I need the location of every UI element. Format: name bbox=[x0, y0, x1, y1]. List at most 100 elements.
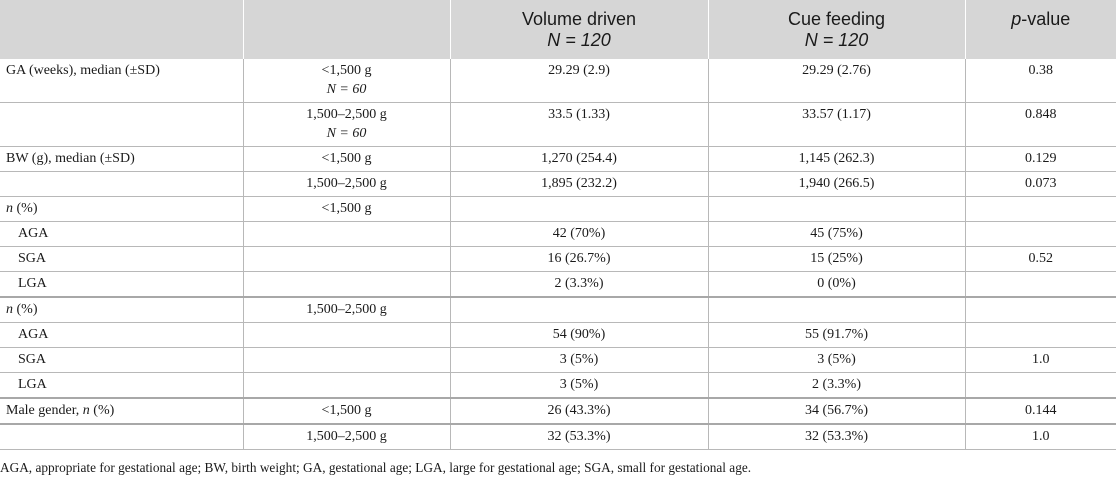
table-row: Male gender, n (%) <1,500 g 26 (43.3%) 3… bbox=[0, 398, 1116, 425]
table-row: LGA 3 (5%) 2 (3.3%) bbox=[0, 372, 1116, 399]
weight-group bbox=[243, 347, 451, 373]
cue-feeding-value: 0 (0%) bbox=[708, 271, 966, 298]
row-label-n: n bbox=[6, 302, 13, 317]
header-p-value: p-value bbox=[965, 0, 1116, 59]
row-label: BW (g), median (±SD) bbox=[0, 146, 244, 172]
p-value bbox=[965, 271, 1116, 298]
p-value: 0.38 bbox=[965, 59, 1116, 103]
table-row: 1,500–2,500 g 1,895 (232.2) 1,940 (266.5… bbox=[0, 171, 1116, 197]
p-value: 0.129 bbox=[965, 146, 1116, 172]
cue-feeding-value: 2 (3.3%) bbox=[708, 372, 966, 399]
weight-group-cell: 1,500–2,500 g N = 60 bbox=[243, 102, 451, 147]
weight-group bbox=[243, 271, 451, 298]
row-label-end: (%) bbox=[89, 403, 115, 418]
cue-feeding-value: 55 (91.7%) bbox=[708, 322, 966, 348]
header-row: Volume driven N = 120 Cue feeding N = 12… bbox=[0, 0, 1116, 59]
cue-feeding-value: 34 (56.7%) bbox=[708, 398, 966, 425]
weight-group: <1,500 g bbox=[243, 398, 451, 425]
p-value: 0.144 bbox=[965, 398, 1116, 425]
row-label: Male gender, n (%) bbox=[0, 398, 244, 425]
table-row: n (%) 1,500–2,500 g bbox=[0, 297, 1116, 323]
p-value bbox=[965, 322, 1116, 348]
cue-feeding-value bbox=[708, 196, 966, 222]
weight-group: <1,500 g bbox=[243, 196, 451, 222]
row-label: SGA bbox=[0, 347, 244, 373]
row-label-start: Male gender, bbox=[6, 403, 83, 418]
row-label: AGA bbox=[0, 221, 244, 247]
p-value bbox=[965, 221, 1116, 247]
header-volume-driven: Volume driven N = 120 bbox=[450, 0, 709, 59]
table-row: SGA 16 (26.7%) 15 (25%) 0.52 bbox=[0, 246, 1116, 272]
table-footnote: AGA, appropriate for gestational age; BW… bbox=[0, 460, 752, 475]
table-row: 1,500–2,500 g N = 60 33.5 (1.33) 33.57 (1… bbox=[0, 102, 1116, 147]
weight-group: 1,500–2,500 g bbox=[306, 107, 387, 122]
cue-feeding-value: 15 (25%) bbox=[708, 246, 966, 272]
header-cue-feeding-label: Cue feeding bbox=[787, 9, 886, 29]
cue-feeding-value: 3 (5%) bbox=[708, 347, 966, 373]
table-row: n (%) <1,500 g bbox=[0, 196, 1116, 222]
volume-driven-value: 2 (3.3%) bbox=[450, 271, 709, 298]
table-row: 1,500–2,500 g 32 (53.3%) 32 (53.3%) 1.0 bbox=[0, 424, 1116, 450]
row-label-n: n bbox=[82, 403, 90, 418]
volume-driven-value: 1,270 (254.4) bbox=[450, 146, 709, 172]
table-row: AGA 42 (70%) 45 (75%) bbox=[0, 221, 1116, 247]
header-volume-driven-label: Volume driven bbox=[521, 9, 637, 29]
header-volume-driven-n: N = 120 bbox=[547, 30, 611, 50]
group-n: N = 60 bbox=[326, 126, 367, 141]
volume-driven-value bbox=[450, 297, 709, 323]
volume-driven-value: 3 (5%) bbox=[450, 347, 709, 373]
header-cell-empty-2 bbox=[243, 0, 451, 59]
weight-group: 1,500–2,500 g bbox=[243, 171, 451, 197]
row-label: SGA bbox=[0, 246, 244, 272]
volume-driven-value: 29.29 (2.9) bbox=[450, 59, 709, 103]
cue-feeding-value: 32 (53.3%) bbox=[708, 424, 966, 450]
data-table: Volume driven N = 120 Cue feeding N = 12… bbox=[0, 0, 1116, 450]
row-label: GA (weeks), median (±SD) bbox=[0, 59, 244, 103]
cue-feeding-value: 29.29 (2.76) bbox=[708, 59, 966, 103]
table-row: AGA 54 (90%) 55 (91.7%) bbox=[0, 322, 1116, 348]
cue-feeding-value: 1,145 (262.3) bbox=[708, 146, 966, 172]
row-label-rest: (%) bbox=[13, 302, 38, 317]
group-n: N = 60 bbox=[326, 82, 367, 97]
p-value: 0.848 bbox=[965, 102, 1116, 147]
cue-feeding-value: 33.57 (1.17) bbox=[708, 102, 966, 147]
header-cue-feeding: Cue feeding N = 120 bbox=[708, 0, 966, 59]
row-label bbox=[0, 424, 244, 450]
volume-driven-value: 1,895 (232.2) bbox=[450, 171, 709, 197]
cue-feeding-value: 45 (75%) bbox=[708, 221, 966, 247]
p-value: 1.0 bbox=[965, 424, 1116, 450]
weight-group: 1,500–2,500 g bbox=[243, 424, 451, 450]
header-p-rest: -value bbox=[1021, 9, 1071, 29]
weight-group bbox=[243, 372, 451, 399]
table-header: Volume driven N = 120 Cue feeding N = 12… bbox=[0, 0, 1116, 59]
volume-driven-value: 33.5 (1.33) bbox=[450, 102, 709, 147]
volume-driven-value: 3 (5%) bbox=[450, 372, 709, 399]
volume-driven-value: 32 (53.3%) bbox=[450, 424, 709, 450]
p-value bbox=[965, 297, 1116, 323]
row-label-n: n bbox=[6, 201, 13, 216]
weight-group bbox=[243, 246, 451, 272]
row-label: n (%) bbox=[0, 297, 244, 323]
row-label: LGA bbox=[0, 372, 244, 399]
volume-driven-value: 42 (70%) bbox=[450, 221, 709, 247]
table-row: BW (g), median (±SD) <1,500 g 1,270 (254… bbox=[0, 146, 1116, 172]
volume-driven-value bbox=[450, 196, 709, 222]
row-label-rest: (%) bbox=[13, 201, 38, 216]
row-label bbox=[0, 102, 244, 147]
header-cue-feeding-n: N = 120 bbox=[804, 30, 869, 50]
p-value bbox=[965, 372, 1116, 399]
row-label bbox=[0, 171, 244, 197]
p-value: 0.52 bbox=[965, 246, 1116, 272]
header-p-letter: p bbox=[1011, 9, 1022, 29]
cue-feeding-value: 1,940 (266.5) bbox=[708, 171, 966, 197]
volume-driven-value: 26 (43.3%) bbox=[450, 398, 709, 425]
row-label: LGA bbox=[0, 271, 244, 298]
p-value bbox=[965, 196, 1116, 222]
row-label: n (%) bbox=[0, 196, 244, 222]
volume-driven-value: 16 (26.7%) bbox=[450, 246, 709, 272]
row-label: AGA bbox=[0, 322, 244, 348]
table-row: LGA 2 (3.3%) 0 (0%) bbox=[0, 271, 1116, 298]
weight-group: <1,500 g bbox=[321, 63, 372, 78]
